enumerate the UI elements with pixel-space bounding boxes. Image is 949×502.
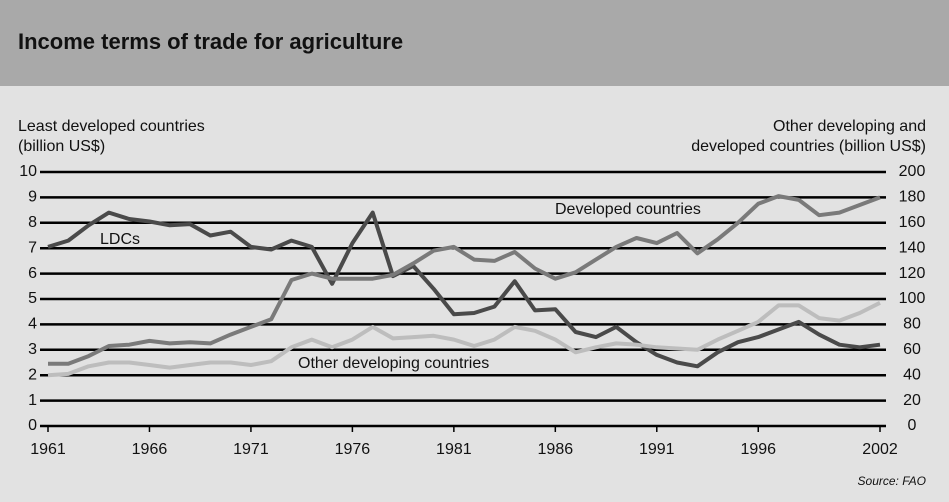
x-tick-label: 1966 (132, 441, 168, 458)
y-tick-label: 10 (19, 163, 37, 180)
y-axis-label: Least developed countries (18, 118, 205, 135)
y-tick-label: 2 (28, 366, 37, 383)
x-tick-label: 1971 (233, 441, 269, 458)
source: Source: FAO (858, 474, 926, 488)
y2-tick-label: 20 (903, 392, 921, 409)
y-tick-label: 3 (28, 341, 37, 358)
y-axis-label: (billion US$) (18, 138, 105, 155)
y2-tick-label: 160 (899, 214, 926, 231)
series-label: LDCs (100, 231, 140, 248)
y-tick-label: 9 (28, 189, 37, 206)
y2-tick-label: 60 (903, 341, 921, 358)
y2-tick-label: 180 (899, 189, 926, 206)
title-band (0, 0, 949, 86)
x-tick-label: 1961 (30, 441, 66, 458)
x-tick-label: 1976 (335, 441, 371, 458)
x-tick-label: 1986 (538, 441, 574, 458)
series-line (48, 194, 881, 366)
y2-tick-label: 100 (899, 290, 926, 307)
y-tick-label: 6 (28, 265, 37, 282)
y-tick-label: 1 (28, 392, 37, 409)
y2-tick-label: 40 (903, 366, 921, 383)
y2-axis-label: Other developing and (773, 118, 926, 135)
y2-tick-label: 120 (899, 265, 926, 282)
series-line (47, 301, 881, 378)
x-tick-label: 1996 (740, 441, 776, 458)
y2-tick-label: 200 (899, 163, 926, 180)
y-tick-label: 7 (28, 239, 37, 256)
y2-tick-label: 0 (908, 417, 917, 434)
y-tick-label: 5 (28, 290, 37, 307)
x-tick-label: 1991 (639, 441, 675, 458)
y2-tick-label: 80 (903, 316, 921, 333)
series-label: Other developing countries (298, 355, 489, 372)
series-label: Developed countries (555, 201, 701, 218)
y-tick-label: 0 (28, 417, 37, 434)
x-tick-label: 2002 (862, 441, 898, 458)
series-line (47, 210, 881, 369)
y-tick-label: 8 (28, 214, 37, 231)
y-tick-label: 4 (28, 316, 37, 333)
x-tick-label: 1981 (436, 441, 472, 458)
y2-axis-label: developed countries (billion US$) (691, 138, 926, 155)
chart-title: Income terms of trade for agriculture (18, 29, 403, 54)
y2-tick-label: 140 (899, 239, 926, 256)
